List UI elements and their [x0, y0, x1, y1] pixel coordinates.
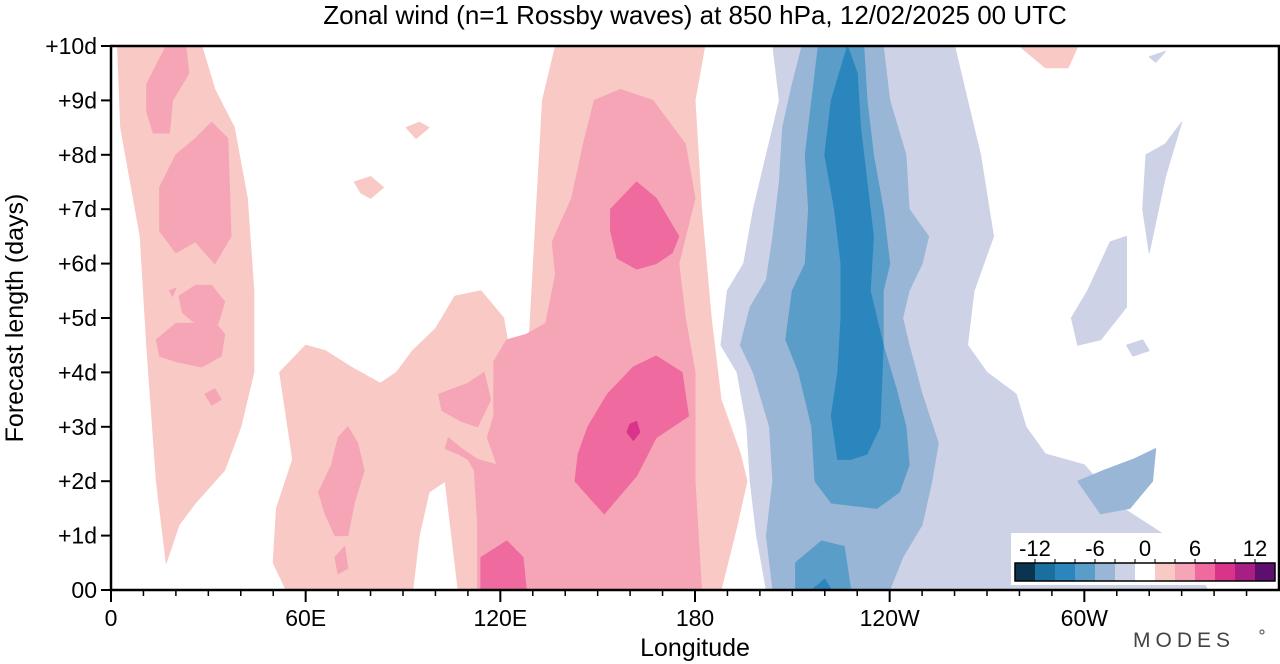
- y-tick-label: +5d: [58, 305, 97, 331]
- contour-region-level-3: [480, 540, 527, 590]
- x-axis-ticks: 0 60E 120E 180 120W 60W: [105, 590, 1248, 631]
- contour-region-level-2: [318, 426, 365, 537]
- y-tick-label: +1d: [58, 523, 97, 549]
- x-tick-label: 180: [676, 605, 714, 631]
- colorbar-swatch: [1155, 563, 1176, 581]
- contour-region-level-2: [168, 287, 177, 297]
- contour-region-level--1: [1148, 50, 1166, 63]
- colorbar-label: 6: [1189, 536, 1201, 561]
- colorbar-swatch: [1075, 563, 1096, 581]
- y-tick-label: +7d: [58, 196, 97, 222]
- colorbar-label: -12: [1019, 536, 1051, 561]
- contour-region-level--3: [795, 540, 852, 590]
- contour-region-level-4: [626, 420, 641, 441]
- y-tick-label: +2d: [58, 468, 97, 494]
- x-tick-label: 120E: [473, 605, 527, 631]
- registered-mark-icon: [1259, 629, 1265, 635]
- contour-region-level-1: [1018, 46, 1079, 69]
- contour-region-level-2: [159, 121, 232, 265]
- colorbar-swatch: [1055, 563, 1076, 581]
- y-tick-label: 00: [71, 577, 97, 603]
- colorbar-frame: [1014, 562, 1276, 582]
- y-tick-label: +9d: [58, 87, 97, 113]
- contour-region-level-2: [146, 46, 190, 134]
- contour-region-level-2: [334, 546, 349, 575]
- contour-region-level-2: [155, 317, 226, 368]
- y-tick-label: +10d: [45, 33, 97, 59]
- contour-region-level-2: [438, 371, 492, 428]
- y-axis-ticks: 00 +1d +2d +3d +4d +5d +6d +7d +8d +9d +10d: [45, 33, 111, 603]
- x-axis-label: Longitude: [640, 634, 750, 662]
- x-tick-label: 120W: [860, 605, 920, 631]
- colorbar-label: 0: [1139, 536, 1151, 561]
- colorbar-swatch: [1115, 563, 1136, 581]
- colorbar-label: -6: [1085, 536, 1105, 561]
- colorbar-swatch: [1195, 563, 1216, 581]
- x-tick-label: 60E: [285, 605, 326, 631]
- y-tick-label: +3d: [58, 414, 97, 440]
- colorbar-label: 12: [1243, 536, 1267, 561]
- contour-fills: [117, 46, 1209, 590]
- y-axis-label: Forecast length (days): [1, 194, 29, 443]
- contour-region-level--1: [1126, 339, 1150, 357]
- brand-logo: MODES: [1133, 629, 1235, 652]
- colorbar-swatch: [1015, 563, 1036, 581]
- colorbar-swatch: [1135, 563, 1156, 581]
- colorbar: -12 -6 0 6 12: [1011, 533, 1279, 585]
- x-tick-label: 60W: [1061, 605, 1109, 631]
- colorbar-swatch: [1235, 563, 1256, 581]
- colorbar-swatch: [1095, 563, 1116, 581]
- contour-region-level-2: [204, 388, 222, 406]
- y-tick-label: +6d: [58, 251, 97, 277]
- contour-region-level--1: [1142, 121, 1183, 254]
- contour-region-level--2: [1077, 448, 1157, 515]
- x-tick-label: 0: [105, 605, 118, 631]
- colorbar-swatch: [1175, 563, 1196, 581]
- colorbar-swatch: [1035, 563, 1056, 581]
- colorbar-swatch: [1255, 563, 1276, 581]
- contour-region-level--1: [1070, 235, 1127, 346]
- contour-region-level-3: [610, 181, 680, 270]
- contour-region-level-2: [178, 284, 226, 324]
- contour-region-level-1: [353, 176, 384, 199]
- contour-region-level--4: [811, 578, 832, 590]
- contour-region-level--4: [824, 46, 884, 460]
- y-tick-label: +4d: [58, 359, 97, 385]
- chart-title: Zonal wind (n=1 Rossby waves) at 850 hPa…: [323, 0, 1067, 30]
- colorbar-swatch: [1215, 563, 1236, 581]
- y-tick-label: +8d: [58, 142, 97, 168]
- contour-region-level-1: [405, 121, 430, 139]
